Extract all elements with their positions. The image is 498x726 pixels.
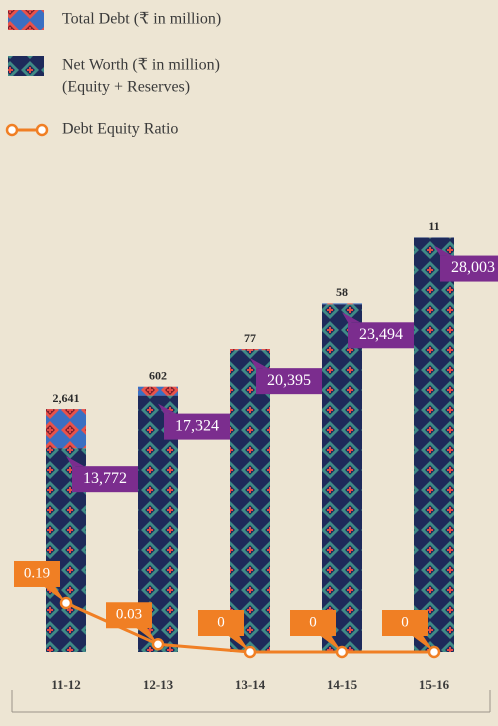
value-label-pointer — [434, 245, 452, 256]
value-label-box — [106, 602, 152, 629]
bar — [230, 349, 270, 351]
value-label-pointer — [410, 634, 434, 652]
x-tick-label: 12-13 — [143, 677, 174, 692]
value-label: 0.19 — [24, 565, 50, 581]
value-label-pointer — [226, 634, 250, 652]
bar — [230, 350, 270, 652]
value-label-box — [14, 560, 60, 587]
value-label: 77 — [244, 331, 256, 345]
line-point — [243, 645, 257, 659]
value-label: 28,003 — [451, 259, 495, 276]
bar — [414, 237, 454, 652]
value-label-box — [72, 466, 138, 493]
value-label: 17,324 — [175, 417, 219, 434]
value-label-pointer — [250, 358, 268, 369]
value-label: 0 — [217, 614, 225, 630]
value-label: 0 — [309, 614, 317, 630]
value-label-box — [440, 255, 498, 282]
value-label-pointer — [42, 584, 66, 603]
value-label-box — [164, 413, 230, 440]
value-label-pointer — [318, 634, 342, 652]
value-label: 11 — [428, 219, 439, 233]
value-label: 0.03 — [116, 607, 142, 623]
legend-label: Net Worth (₹ in million) — [62, 57, 220, 74]
value-label-pointer — [342, 312, 360, 323]
value-label-box — [198, 610, 244, 636]
line-point — [151, 638, 165, 651]
legend-label: Total Debt (₹ in million) — [62, 11, 221, 28]
legend-swatch — [8, 56, 44, 76]
x-tick-label: 11-12 — [51, 677, 81, 692]
value-label: 0 — [401, 614, 409, 630]
value-label: 13,772 — [83, 470, 127, 487]
value-label-pointer — [134, 626, 158, 645]
value-label: 23,494 — [359, 326, 403, 343]
value-label-pointer — [66, 456, 84, 467]
line-point — [335, 645, 349, 659]
legend-label: Debt Equity Ratio — [62, 121, 178, 138]
value-label-box — [290, 610, 336, 636]
value-label-box — [382, 610, 428, 636]
legend-dot — [5, 123, 19, 137]
value-label-box — [256, 368, 322, 395]
value-label-box — [348, 322, 414, 349]
legend-note: (Equity + Reserves) — [62, 79, 190, 96]
value-label: 602 — [149, 368, 167, 382]
x-tick-label: 13-14 — [235, 677, 266, 692]
bar — [46, 409, 86, 449]
value-label: 58 — [336, 285, 348, 299]
bar — [322, 303, 362, 305]
bar — [138, 386, 178, 396]
value-label: 20,395 — [267, 372, 311, 389]
value-label-pointer — [158, 403, 176, 414]
x-tick-label: 15-16 — [419, 677, 450, 692]
value-label: 2,641 — [53, 391, 80, 405]
line-point — [427, 645, 441, 659]
x-tick-label: 14-15 — [327, 677, 358, 692]
bar — [322, 304, 362, 652]
legend-swatch — [8, 10, 44, 30]
legend-dot — [35, 123, 49, 137]
line-point — [59, 596, 73, 610]
